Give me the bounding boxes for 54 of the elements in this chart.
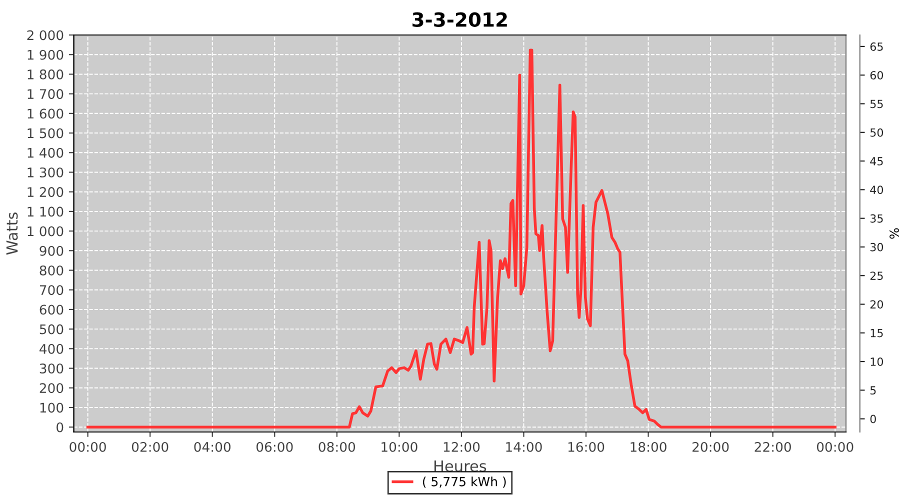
y-tick-label: 1 900	[28, 50, 64, 60]
y-axis-title: Watts	[6, 212, 18, 255]
y-tick-label: 1 000	[28, 226, 64, 236]
chart-title: 3-3-2012	[412, 12, 507, 27]
y2-tick-label: 60	[870, 71, 884, 80]
y-tick-label: 1 800	[28, 69, 64, 80]
y-tick-label: 900	[40, 246, 64, 256]
x-tick-label: 18:00	[630, 442, 666, 452]
y2-tick-label: 50	[870, 128, 884, 137]
y2-tick-label: 10	[870, 358, 884, 366]
y-tick-label: 100	[40, 402, 64, 413]
y-tick-label: 1 100	[28, 206, 64, 217]
y-tick-label: 200	[40, 383, 64, 394]
line-series	[86, 48, 836, 428]
x-tick-label: 02:00	[132, 442, 168, 452]
y2-tick-label: 20	[870, 300, 884, 309]
y2-tick-label: 30	[870, 242, 884, 252]
x-tick-label: 08:00	[318, 442, 356, 452]
x-tick-label: 16:00	[568, 442, 604, 452]
y2-tick-label: 35	[870, 214, 883, 223]
y-tick-label: 1 200	[28, 187, 64, 198]
y-tick-label: 2 000	[27, 30, 64, 40]
x-axis-title: Heures	[434, 460, 486, 472]
y2-axis-title: %	[890, 228, 899, 239]
x-tick-label: 10:00	[382, 442, 418, 452]
x-tick-label: 06:00	[256, 442, 293, 452]
y2-tick-label: 0	[870, 414, 876, 424]
y-tick-label: 800	[40, 265, 64, 276]
y-tick-label: 300	[40, 364, 64, 374]
y2-tick-label: 45	[870, 157, 883, 166]
x-tick-label: 22:00	[754, 442, 791, 452]
legend-label: ( 5,775 kWh )	[422, 476, 506, 488]
y-tick-label: 1 400	[28, 148, 64, 158]
y2-tick-label: 5	[870, 386, 876, 395]
y-tick-label: 500	[40, 324, 64, 334]
x-tick-label: 04:00	[194, 442, 230, 452]
x-tick-label: 00:00	[816, 442, 854, 452]
y-tick-label: 700	[40, 285, 64, 296]
y2-tick-label: 15	[870, 329, 883, 338]
y-tick-label: 400	[40, 344, 64, 354]
y2-tick-label: 25	[870, 272, 883, 280]
x-tick-label: 00:00	[70, 442, 106, 452]
y-tick-label: 0	[56, 422, 64, 432]
x-tick-label: 20:00	[692, 442, 729, 452]
y-tick-label: 1 500	[28, 128, 64, 138]
x-tick-label: 14:00	[506, 442, 542, 452]
y2-tick-label: 55	[870, 100, 883, 108]
y2-tick-label: 65	[870, 42, 883, 51]
y2-tick-label: 40	[870, 186, 884, 194]
x-tick-label: 12:00	[444, 442, 480, 452]
y-tick-label: 600	[40, 304, 64, 315]
y-tick-label: 1 600	[28, 108, 64, 119]
y-tick-label: 1 300	[28, 167, 64, 178]
y-tick-label: 1 700	[28, 89, 64, 100]
